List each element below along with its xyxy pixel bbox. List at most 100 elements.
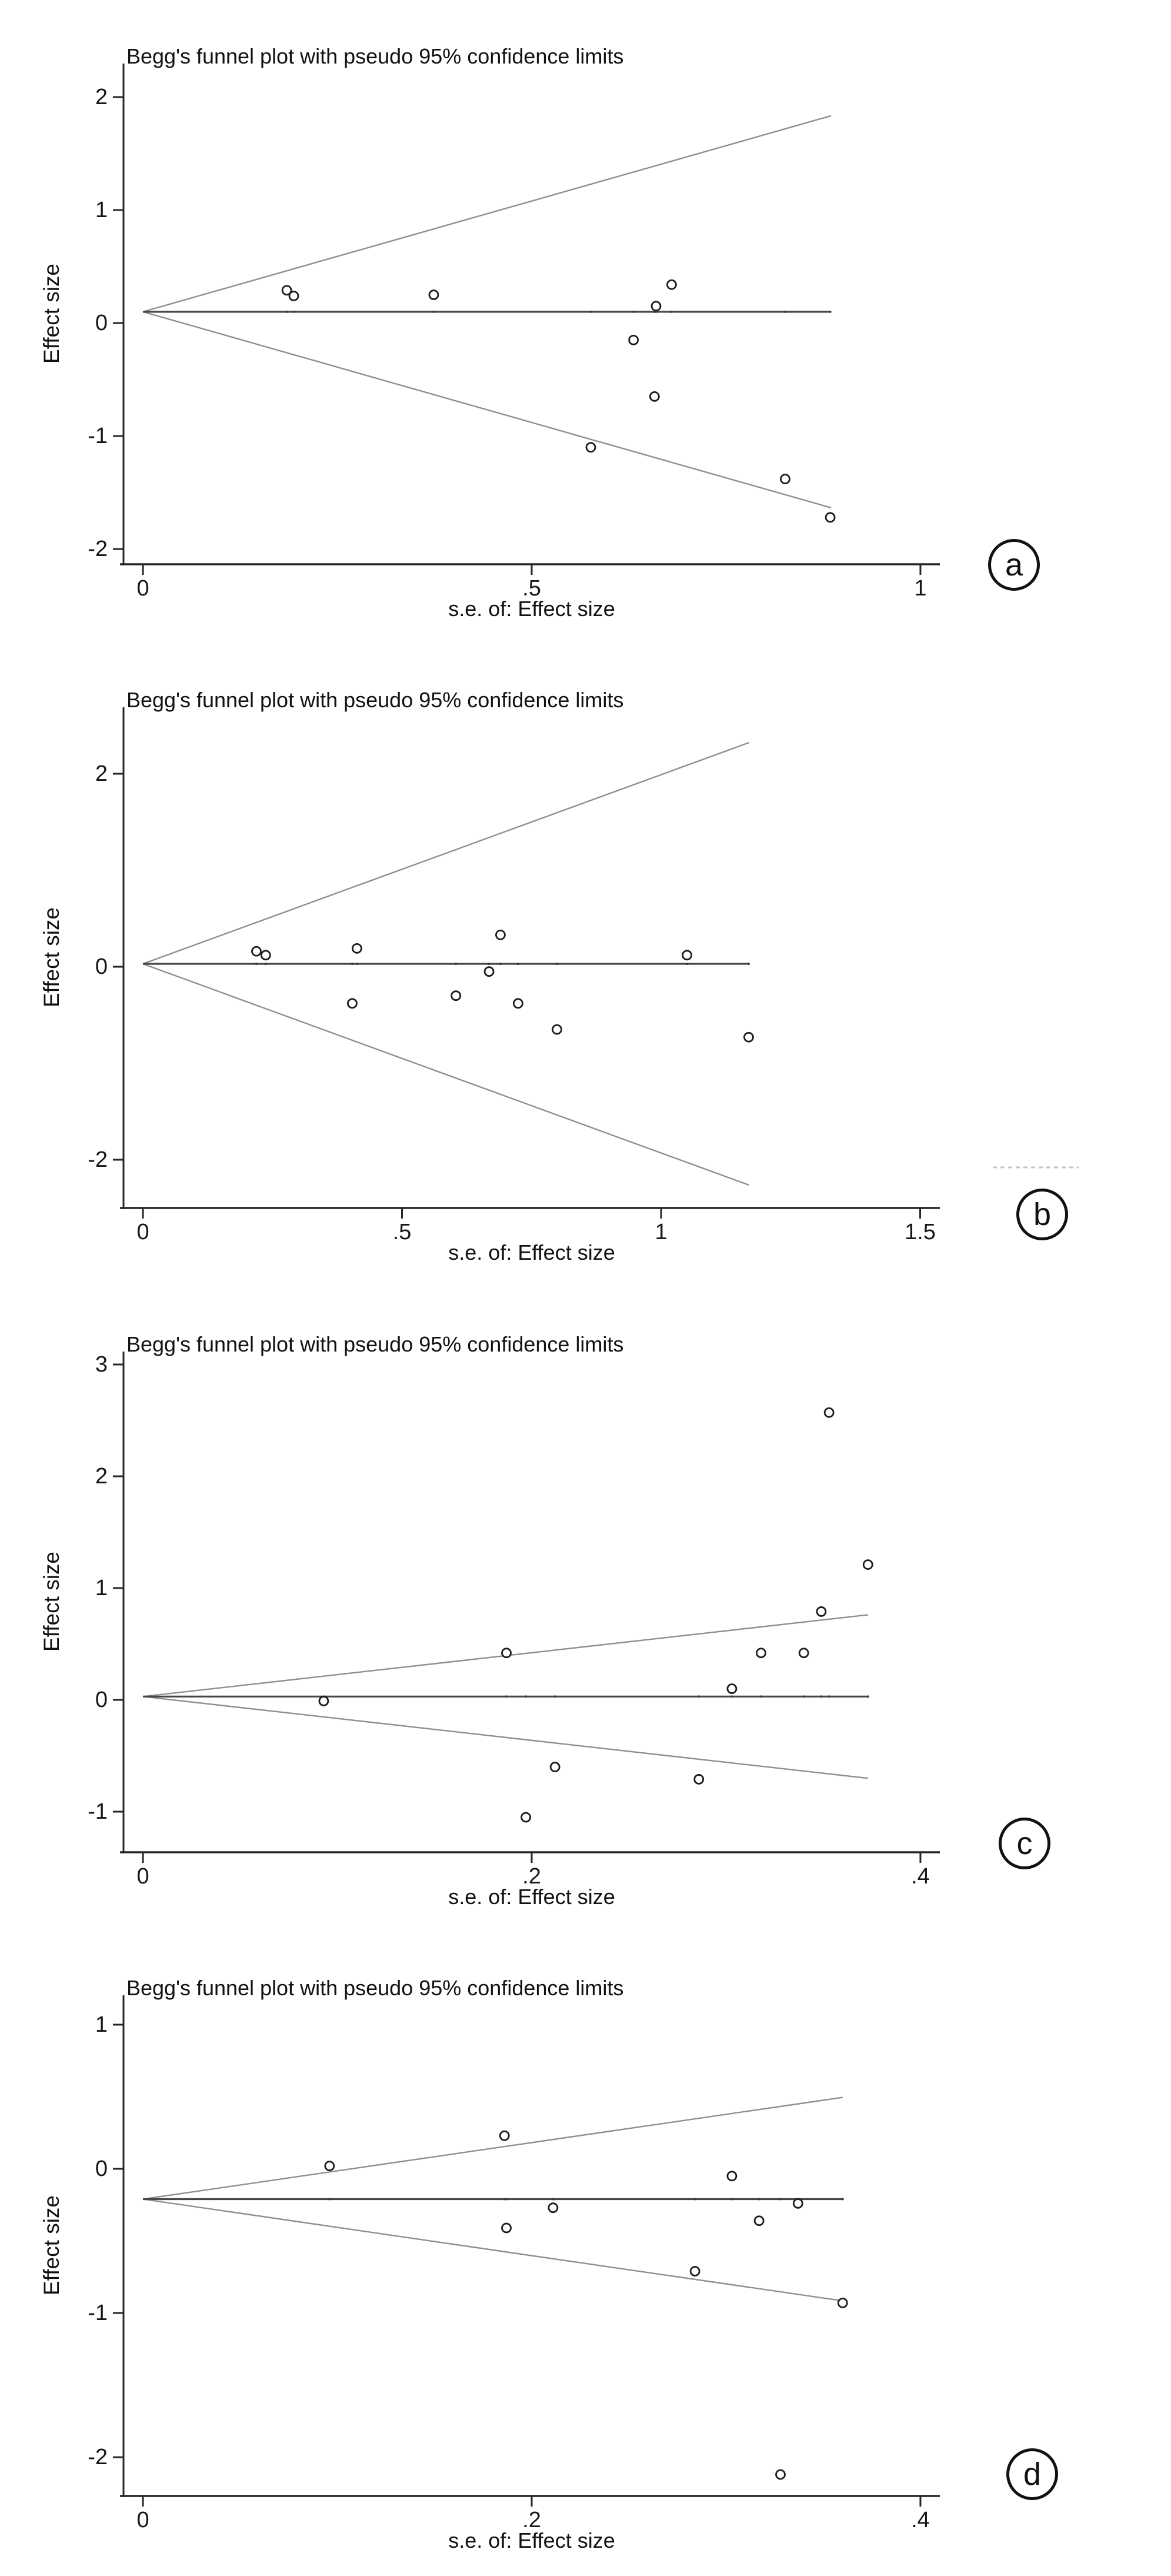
funnel-plot-c: 3 2 1 0 -1 0 .2 .4 <box>88 1352 940 1889</box>
funnel-lower-limit-line <box>142 1696 868 1779</box>
data-point-circle <box>682 950 692 961</box>
pooled-line-study-mark <box>730 1695 733 1698</box>
pooled-line-study-mark <box>779 2198 782 2201</box>
panel-label-letter: b <box>1033 1197 1052 1232</box>
pooled-line-study-mark <box>499 963 502 966</box>
panel-label-letter: c <box>1016 1826 1033 1861</box>
x-tick-label: .5 <box>522 576 541 601</box>
data-point-circle <box>552 1024 562 1035</box>
y-tick-label: 2 <box>95 85 108 109</box>
panel-title: Begg's funnel plot with pseudo 95% confi… <box>126 1976 624 2000</box>
x-tick-label: 0 <box>136 2508 149 2532</box>
y-tick-label: -2 <box>88 2445 108 2470</box>
data-point-circle <box>521 1812 531 1823</box>
pooled-line-study-mark <box>866 1695 869 1698</box>
panel-label-badge: c <box>999 1818 1050 1869</box>
y-tick-label: -2 <box>88 537 108 561</box>
y-tick-label: 0 <box>95 954 108 979</box>
y-tick-label: -2 <box>88 1147 108 1172</box>
x-tick-label: 1.5 <box>905 1220 936 1244</box>
data-point-circle <box>281 285 292 296</box>
y-tick-label: 0 <box>95 311 108 335</box>
pooled-line-study-mark <box>841 2198 844 2201</box>
panel-label-badge: d <box>1006 2448 1058 2500</box>
x-tick-label: .2 <box>522 1864 541 1889</box>
data-point-circle <box>693 1774 705 1785</box>
funnel-plot-d: 1 0 -1 -2 0 .2 .4 <box>88 1995 940 2532</box>
data-point-circle <box>666 279 677 290</box>
panel-label-letter: d <box>1023 2457 1042 2492</box>
funnel-upper-limit-line <box>142 741 750 965</box>
data-point-circle <box>825 512 836 523</box>
y-tick-label: 3 <box>95 1352 108 1377</box>
pooled-line-study-mark <box>555 963 558 966</box>
data-point-circle <box>501 1648 512 1659</box>
pooled-line-study-mark <box>553 1695 556 1698</box>
pooled-line-study-mark <box>670 310 673 313</box>
pooled-line-study-mark <box>693 2198 696 2201</box>
data-point-circle <box>549 1762 561 1772</box>
data-point-circle <box>837 2298 848 2308</box>
x-tick-label: .5 <box>393 1220 412 1244</box>
pooled-line-study-mark <box>516 963 519 966</box>
data-point-circle <box>501 2222 512 2234</box>
pooled-line-study-mark <box>505 2198 508 2201</box>
x-axis-label: s.e. of: Effect size <box>448 2528 615 2552</box>
data-point-circle <box>792 2198 803 2209</box>
pooled-line-study-mark <box>264 963 267 966</box>
pooled-line-study-mark <box>432 310 435 313</box>
panel-a: Begg's funnel plot with pseudo 95% confi… <box>0 0 1171 644</box>
pooled-line-study-mark <box>758 2198 760 2201</box>
y-tick-label: -1 <box>88 424 108 448</box>
data-point-circle <box>862 1559 873 1570</box>
x-tick-label: .2 <box>522 2508 541 2532</box>
pooled-line-study-mark <box>829 310 832 313</box>
x-axis-label: s.e. of: Effect size <box>448 1240 615 1264</box>
pooled-line-study-mark <box>589 310 592 313</box>
x-tick-label: 0 <box>136 576 149 601</box>
data-point-circle <box>726 1683 738 1694</box>
data-point-circle <box>318 1696 329 1706</box>
pooled-line-study-mark <box>503 2198 506 2201</box>
pooled-line-study-mark <box>292 310 295 313</box>
y-tick-label: 1 <box>95 2012 108 2037</box>
pooled-line-study-mark <box>783 310 786 313</box>
x-tick-label: 1 <box>914 576 926 601</box>
pooled-line-study-mark <box>351 963 353 966</box>
y-tick-label: -1 <box>88 1799 108 1824</box>
funnel-upper-limit-line <box>142 2096 843 2200</box>
pooled-line-study-mark <box>355 963 358 966</box>
data-point-circle <box>823 1407 835 1418</box>
panel-title: Begg's funnel plot with pseudo 95% confi… <box>126 44 624 68</box>
pooled-line-study-mark <box>552 2198 555 2201</box>
data-point-circle <box>780 474 790 484</box>
pooled-line-study-mark <box>828 1695 830 1698</box>
panel-label-letter: a <box>1005 547 1023 583</box>
pooled-line-study-mark <box>285 310 288 313</box>
data-point-circle <box>798 1648 809 1659</box>
data-point-circle <box>585 442 596 453</box>
funnel-lower-limit-line <box>142 2198 843 2302</box>
data-point-circle <box>347 998 358 1009</box>
pooled-line-study-mark <box>802 1695 805 1698</box>
panel-d: Begg's funnel plot with pseudo 95% confi… <box>0 1932 1171 2576</box>
data-point-circle <box>689 2266 700 2277</box>
pooled-line-study-mark <box>328 2198 331 2201</box>
y-tick-label: -1 <box>88 2301 108 2325</box>
data-point-circle <box>451 990 462 1001</box>
x-axis-label: s.e. of: Effect size <box>448 597 615 621</box>
pooled-line-study-mark <box>488 963 491 966</box>
pooled-line-study-mark <box>455 963 458 966</box>
panel-title: Begg's funnel plot with pseudo 95% confi… <box>126 1332 624 1356</box>
x-tick-label: .4 <box>911 2508 930 2532</box>
panel-label-badge: b <box>1016 1189 1068 1240</box>
x-axis-label: s.e. of: Effect size <box>448 1885 615 1909</box>
x-tick-label: 1 <box>655 1220 667 1244</box>
data-point-circle <box>499 2130 510 2141</box>
data-point-circle <box>351 943 362 954</box>
funnel-lower-limit-line <box>142 311 832 509</box>
pooled-line-study-mark <box>730 2198 733 2201</box>
y-tick-label: 0 <box>95 2156 108 2181</box>
data-point-circle <box>288 291 299 301</box>
y-tick-label: 0 <box>95 1688 108 1712</box>
